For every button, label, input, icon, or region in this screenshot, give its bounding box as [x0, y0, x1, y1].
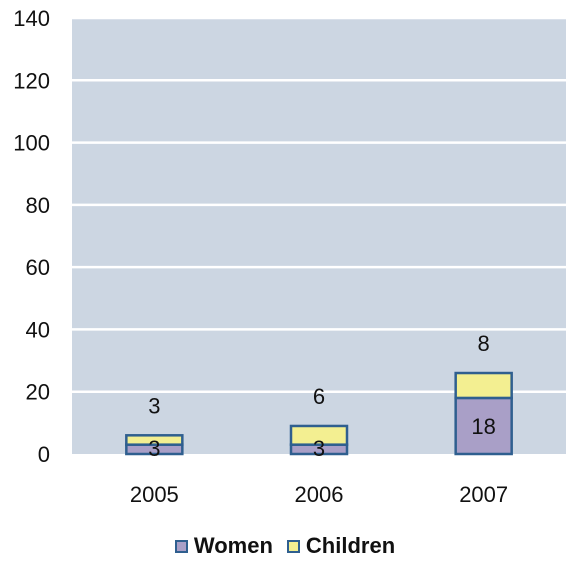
x-tick-label: 2006	[295, 482, 344, 507]
stacked-bar-chart: 0 20 40 60 80 100 120 140 3 3 2005 3 6 2006 18 8 2007	[13, 6, 566, 507]
x-tick-label: 2005	[130, 482, 179, 507]
legend-swatch-children	[286, 539, 300, 553]
legend-label-women: Women	[193, 533, 273, 558]
y-tick-label: 20	[26, 380, 50, 405]
legend: Women Children	[0, 533, 570, 559]
bar-children	[289, 424, 349, 446]
y-tick-label: 40	[26, 317, 50, 342]
legend-label-children: Children	[305, 533, 396, 558]
y-tick-label: 0	[38, 442, 50, 467]
y-tick-label: 140	[13, 6, 50, 31]
y-tick-label: 100	[13, 131, 50, 156]
bar-children	[454, 371, 513, 400]
legend-swatch-women	[174, 539, 188, 553]
data-label-children: 6	[313, 384, 325, 409]
data-label-children: 8	[478, 331, 490, 356]
data-label-women: 18	[471, 414, 495, 439]
y-tick-label: 80	[26, 193, 50, 218]
legend-item-children: Children	[286, 533, 396, 559]
data-label-women: 3	[313, 436, 325, 461]
data-label-children: 3	[148, 393, 160, 418]
data-label-women: 3	[148, 436, 160, 461]
legend-item-women: Women	[174, 533, 273, 559]
y-tick-label: 120	[13, 68, 50, 93]
bar-children	[125, 434, 184, 446]
y-tick-label: 60	[26, 255, 50, 280]
x-tick-label: 2007	[459, 482, 508, 507]
